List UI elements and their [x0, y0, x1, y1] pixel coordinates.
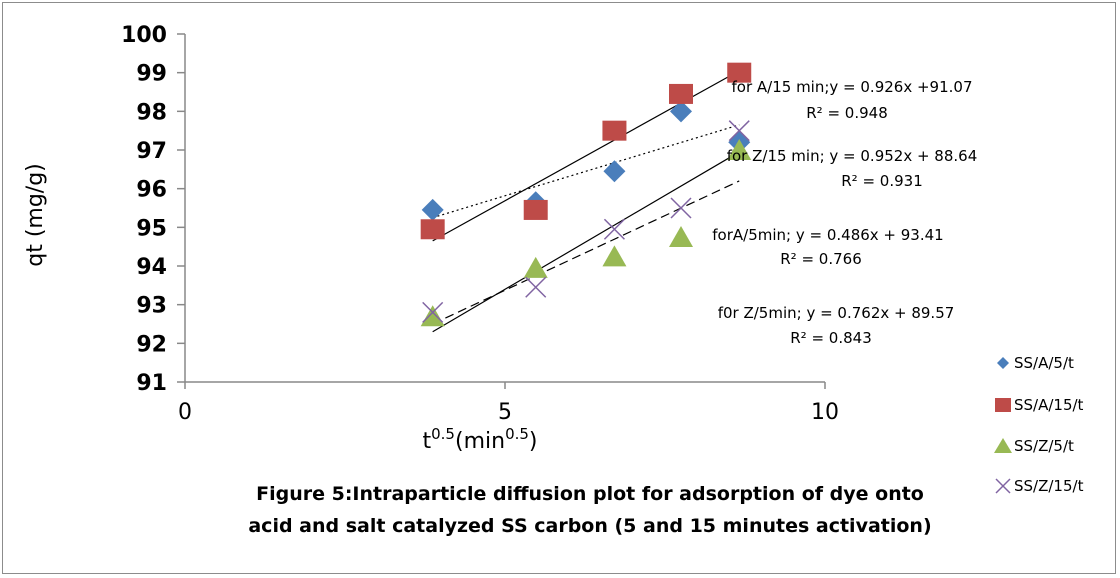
- point-series-4-4-stroke-2: [670, 197, 692, 219]
- x-axis-label-rest: (min: [455, 429, 505, 454]
- point-series-3-5: [727, 139, 752, 160]
- legend-label-1: SS/A/5/t: [1014, 354, 1074, 372]
- point-series-2-1: [420, 219, 445, 240]
- axes: 91 92 93 94 95 96 97 98 99 100 0 5 10: [121, 23, 839, 425]
- y-tick-label-93: 93: [136, 294, 167, 319]
- point-series-4-5-stroke-2: [728, 120, 750, 142]
- point-series-2-2: [523, 199, 548, 220]
- y-tick-label-94: 94: [136, 255, 167, 280]
- x-axis-label-end: ): [529, 429, 538, 454]
- y-tick-label-98: 98: [136, 100, 167, 125]
- point-series-1-4: [670, 100, 692, 123]
- x-axis-label-sup: 0.5: [431, 425, 455, 443]
- equation-4-line-2: R² = 0.843: [790, 329, 871, 347]
- equation-4-line-1: f0r Z/5min; y = 0.762x + 89.57: [718, 304, 955, 322]
- trendline-equations: for A/15 min;y = 0.926x +91.07 R² = 0.948…: [712, 78, 977, 347]
- y-tick-label-95: 95: [136, 216, 167, 241]
- legend-marker-3: [994, 438, 1012, 453]
- x-axis-label-sup2: 0.5: [505, 425, 529, 443]
- point-series-3-4: [669, 226, 693, 247]
- x-tick-label-5: 5: [498, 400, 512, 425]
- legend-marker-1: [997, 357, 1009, 369]
- point-series-3-1: [420, 305, 445, 327]
- legend-item-2: SS/A/15/t: [995, 396, 1084, 414]
- figure-caption-line-1: Figure 5:Intraparticle diffusion plot fo…: [256, 483, 924, 505]
- x-tick-label-0: 0: [178, 400, 192, 425]
- legend-label-2: SS/A/15/t: [1014, 396, 1084, 414]
- point-series-2-5: [727, 62, 752, 83]
- point-series-3-2: [523, 256, 548, 278]
- y-tick-label-92: 92: [136, 332, 167, 357]
- legend-marker-2: [995, 398, 1011, 412]
- data-markers: [420, 62, 752, 327]
- x-axis-label-base: t: [422, 429, 431, 454]
- equation-2-line-1: for Z/15 min; y = 0.952x + 88.64: [727, 147, 978, 165]
- legend-marker-4: [995, 478, 1011, 494]
- legend-item-4: SS/Z/15/t: [995, 477, 1084, 495]
- equation-3-line-1: forA/5min; y = 0.486x + 93.41: [712, 226, 943, 244]
- equation-2-line-2: R² = 0.931: [841, 172, 922, 190]
- point-series-1-1: [421, 198, 444, 221]
- equation-3-line-2: R² = 0.766: [780, 250, 861, 268]
- figure-caption-line-2: acid and salt catalyzed SS carbon (5 and…: [248, 515, 931, 537]
- trendline-2: [432, 124, 740, 219]
- trendlines: [432, 70, 740, 333]
- x-axis-label: t0.5(min0.5): [422, 425, 537, 454]
- x-tick-label-10: 10: [811, 400, 839, 425]
- point-series-1-3: [603, 160, 626, 183]
- point-series-2-3: [602, 120, 627, 141]
- trendline-4: [432, 180, 740, 325]
- equation-1-line-2: R² = 0.948: [806, 104, 887, 122]
- y-tick-label-96: 96: [136, 178, 167, 203]
- point-series-4-2-stroke-2: [525, 276, 547, 298]
- point-series-3-3: [602, 245, 627, 267]
- legend: SS/A/5/t SS/A/15/t SS/Z/5/t SS/Z/15/t: [994, 354, 1084, 495]
- equation-1-line-1: for A/15 min;y = 0.926x +91.07: [732, 78, 973, 96]
- point-series-4-5: [728, 120, 750, 142]
- trendline-3: [432, 151, 740, 333]
- legend-marker-4-stroke-2: [995, 478, 1011, 494]
- trendline-1: [432, 70, 740, 242]
- point-series-4-4: [670, 197, 692, 219]
- point-series-4-3-stroke-2: [603, 218, 625, 240]
- point-series-4-1-stroke-2: [422, 301, 444, 323]
- point-series-4-3: [603, 218, 625, 240]
- point-series-4-1: [422, 301, 444, 323]
- legend-label-4: SS/Z/15/t: [1014, 477, 1084, 495]
- y-tick-label-99: 99: [136, 62, 167, 87]
- legend-label-3: SS/Z/5/t: [1014, 437, 1074, 455]
- point-series-4-2: [525, 276, 547, 298]
- y-tick-label-100: 100: [121, 23, 167, 48]
- point-series-2-4: [669, 83, 693, 104]
- legend-item-3: SS/Z/5/t: [994, 437, 1074, 455]
- y-axis-label: qt (mg/g): [23, 163, 48, 267]
- y-tick-label-97: 97: [136, 139, 167, 164]
- y-tick-label-91: 91: [136, 371, 167, 396]
- legend-item-1: SS/A/5/t: [997, 354, 1074, 372]
